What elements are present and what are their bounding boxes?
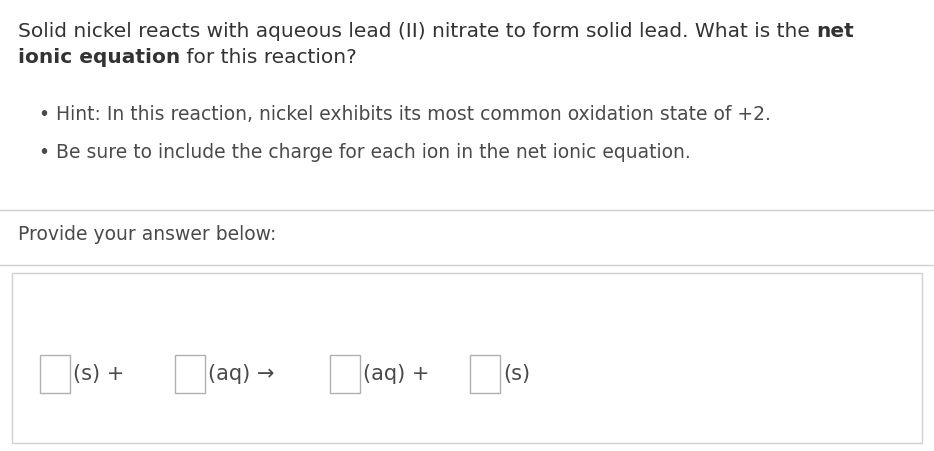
Text: Solid nickel reacts with aqueous lead (II) nitrate to form solid lead. What is t: Solid nickel reacts with aqueous lead (I… <box>18 22 816 41</box>
Text: Solid nickel reacts with aqueous lead (II) nitrate to form solid lead. What is t: Solid nickel reacts with aqueous lead (I… <box>0 450 1 451</box>
Text: Hint: In this reaction, nickel exhibits its most common oxidation state of +2.: Hint: In this reaction, nickel exhibits … <box>56 105 771 124</box>
Text: ionic equation: ionic equation <box>18 48 180 67</box>
Text: (aq) +: (aq) + <box>363 364 436 384</box>
Text: net: net <box>816 22 854 41</box>
Text: •: • <box>38 143 50 162</box>
Bar <box>175 355 205 393</box>
Text: (aq) →: (aq) → <box>208 364 275 384</box>
Text: •: • <box>38 105 50 124</box>
Bar <box>470 355 500 393</box>
Bar <box>12 273 922 443</box>
Text: (s) +: (s) + <box>73 364 131 384</box>
Text: for this reaction?: for this reaction? <box>180 48 357 67</box>
Text: Be sure to include the charge for each ion in the net ionic equation.: Be sure to include the charge for each i… <box>56 143 691 162</box>
Bar <box>40 355 70 393</box>
Text: Provide your answer below:: Provide your answer below: <box>18 225 276 244</box>
Text: (s): (s) <box>503 364 531 384</box>
Bar <box>330 355 360 393</box>
